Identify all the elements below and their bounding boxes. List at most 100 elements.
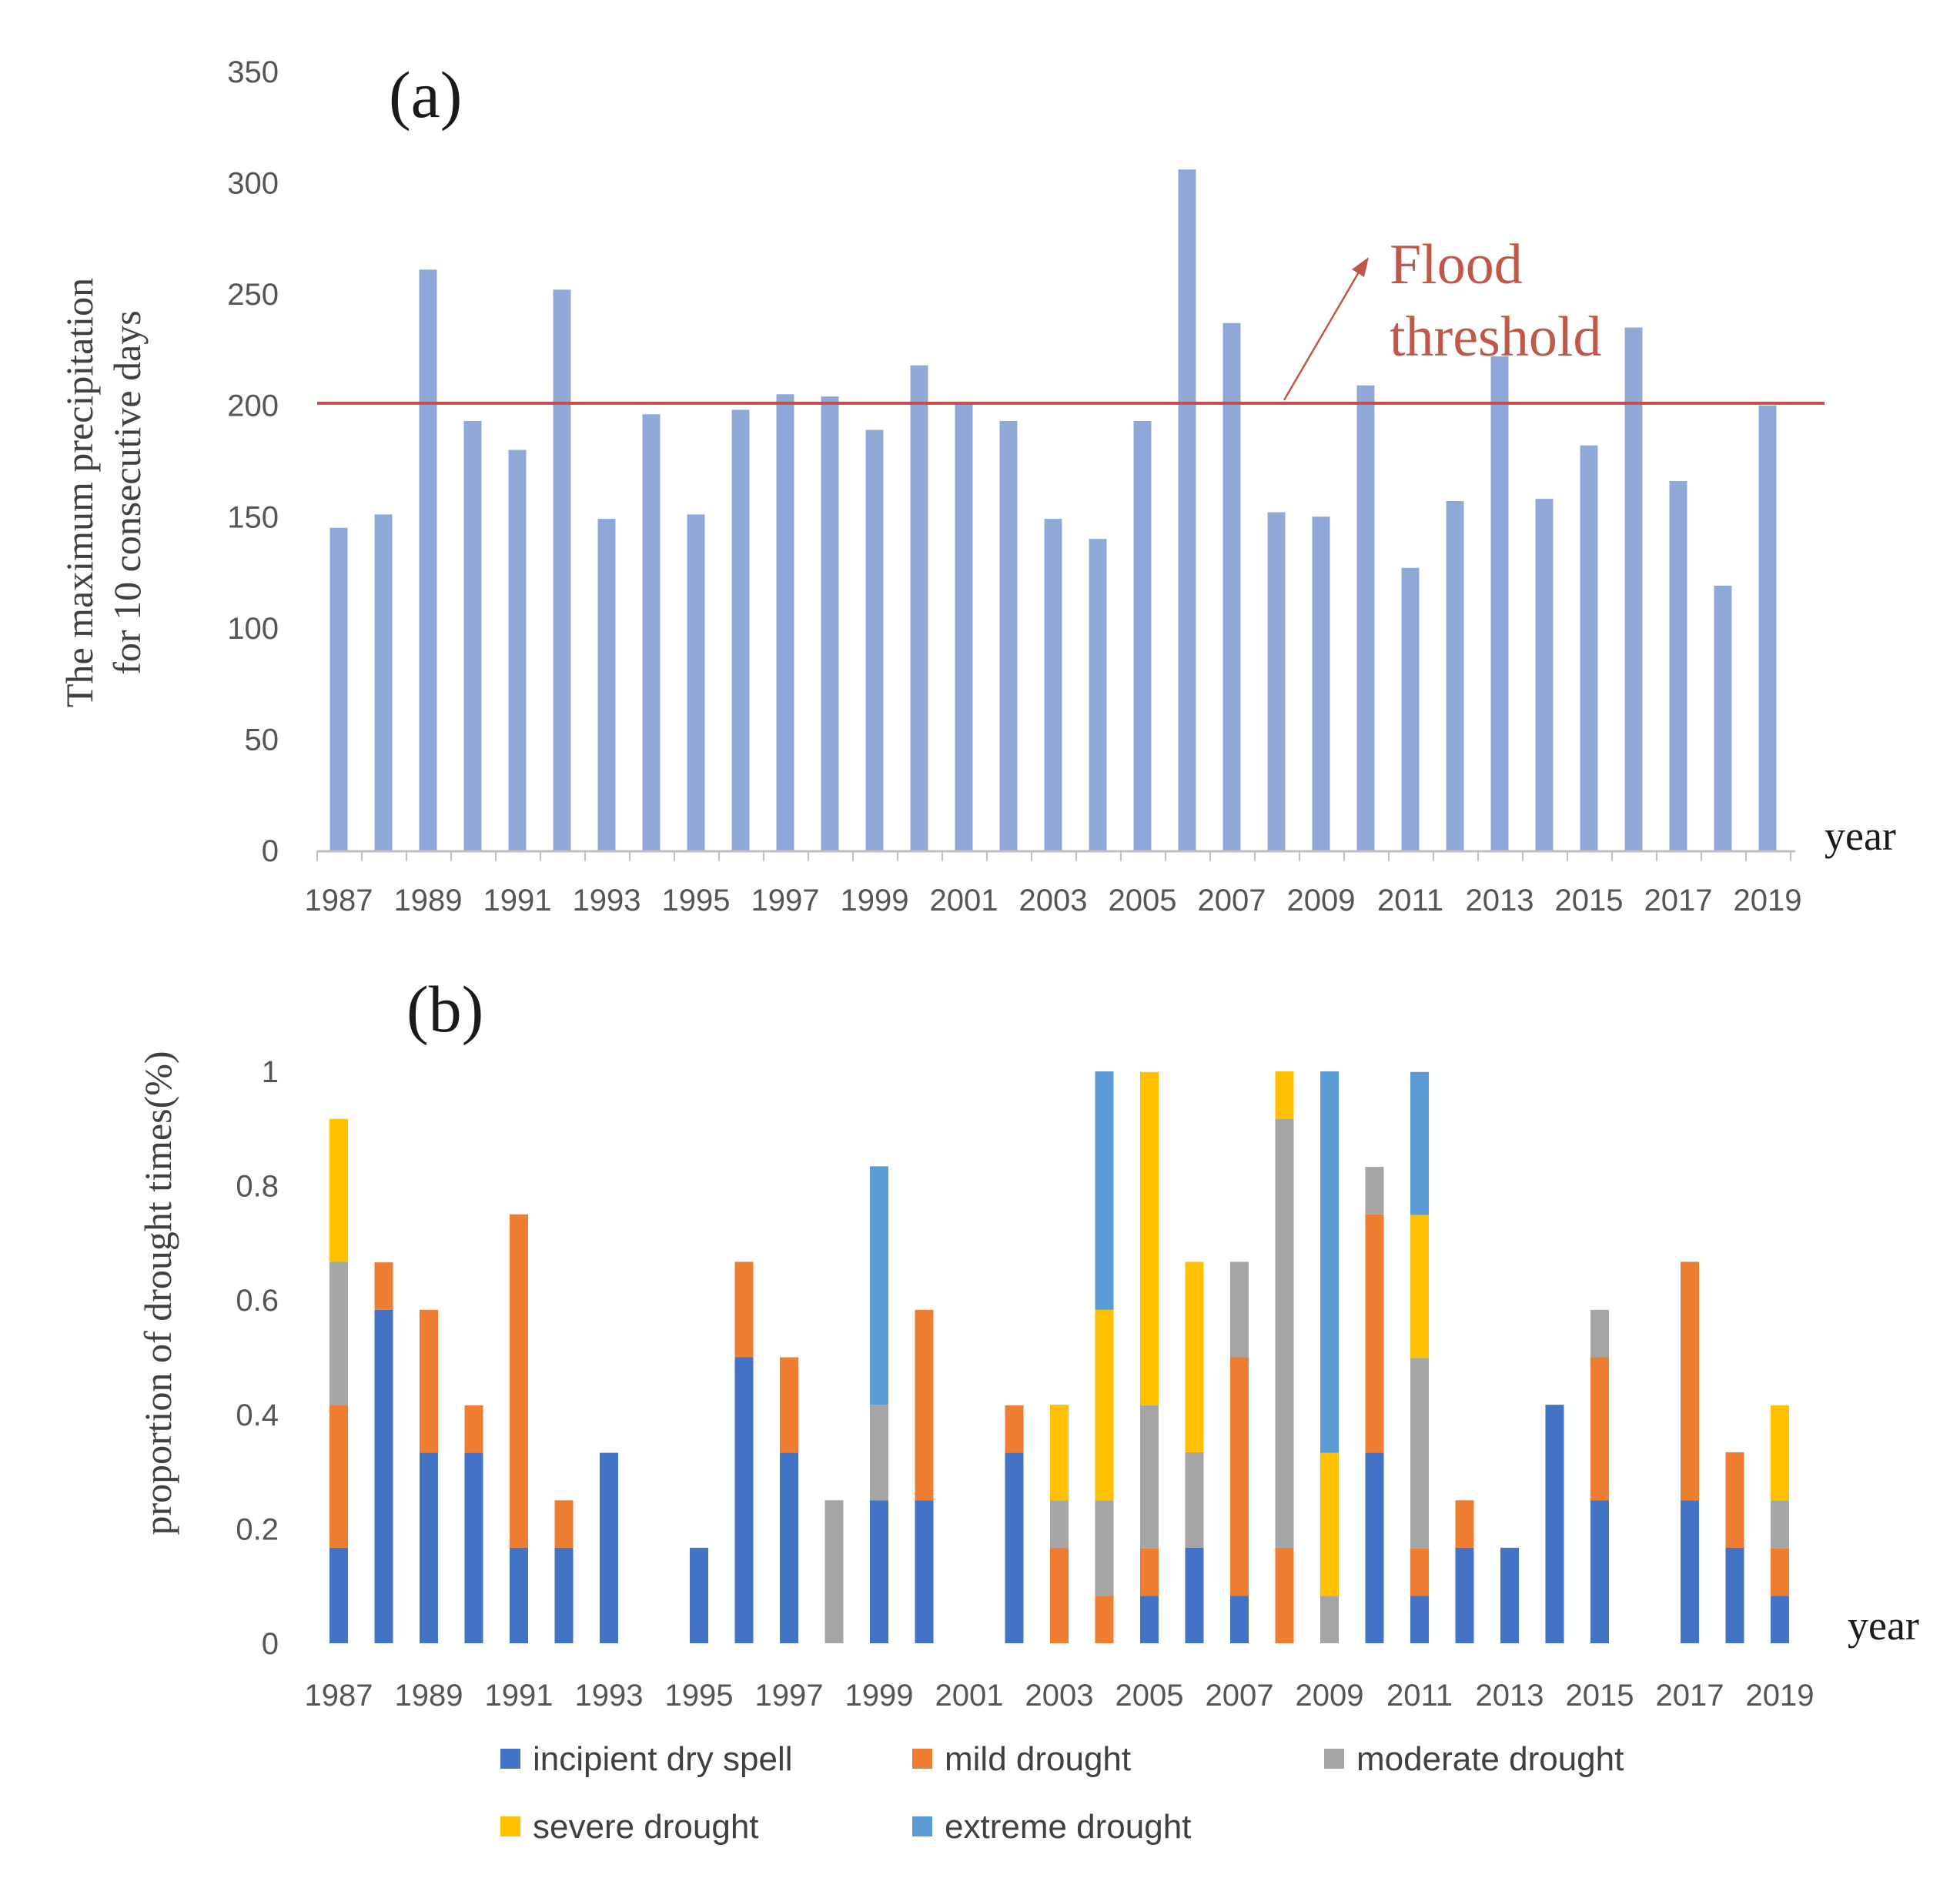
bar-segment-2015-mild-drought	[1590, 1357, 1609, 1501]
bar-2014	[1535, 499, 1554, 850]
bar-segment-2000-mild-drought	[915, 1309, 934, 1501]
panel-a-x-tick-label: 1993	[573, 884, 641, 917]
panel-a-xlabel: year	[1825, 813, 1896, 859]
bar-segment-2017-incipient-dry-spell	[1681, 1500, 1699, 1643]
panel-a-x-tick-label: 2007	[1198, 884, 1266, 917]
bar-2011	[1401, 567, 1420, 850]
legend-label-extreme-drought: extreme drought	[945, 1808, 1191, 1846]
bar-1994	[642, 414, 661, 850]
bar-segment-2012-incipient-dry-spell	[1455, 1547, 1474, 1643]
bar-1992	[553, 289, 571, 850]
panel-b-y-tick-label: 0.2	[236, 1512, 279, 1546]
bar-segment-2018-mild-drought	[1725, 1452, 1744, 1548]
bar-segment-2008-moderate-drought	[1275, 1118, 1294, 1548]
panel-b-y-tick-label: 1	[262, 1055, 279, 1089]
legend-label-incipient-dry-spell: incipient dry spell	[533, 1740, 793, 1778]
panel-a-label: (a)	[389, 58, 462, 132]
bar-2018	[1714, 585, 1732, 850]
panel-a-x-tick-label: 1991	[483, 884, 552, 917]
bar-segment-2010-incipient-dry-spell	[1365, 1452, 1384, 1643]
bar-2010	[1356, 385, 1375, 851]
bar-segment-2008-mild-drought	[1275, 1547, 1294, 1643]
bar-2019	[1758, 405, 1777, 850]
legend-label-severe-drought: severe drought	[533, 1808, 759, 1846]
bar-segment-1988-incipient-dry-spell	[374, 1309, 393, 1643]
flood-threshold-arrowhead	[1352, 257, 1369, 277]
bar-2006	[1178, 169, 1196, 851]
panel-a-x-tick-label: 1989	[394, 884, 463, 917]
bar-1990	[463, 420, 482, 850]
panel-b-ylabel: proportion of drought times(%)	[136, 1051, 179, 1535]
bar-1988	[374, 514, 393, 850]
bar-2013	[1490, 356, 1509, 850]
panel-b-x-tick-label: 2011	[1386, 1679, 1453, 1713]
panel-b-xlabel: year	[1848, 1602, 1919, 1649]
panel-a-x-tick-label: 2001	[930, 884, 998, 917]
bar-2007	[1222, 322, 1241, 850]
bar-segment-2015-incipient-dry-spell	[1590, 1500, 1609, 1643]
panel-b-x-tick-label: 1991	[485, 1679, 554, 1713]
panel-b-x-tick-label: 2015	[1566, 1679, 1634, 1713]
bar-segment-2009-moderate-drought	[1320, 1596, 1339, 1643]
bar-segment-2010-mild-drought	[1365, 1214, 1384, 1453]
bar-segment-2005-mild-drought	[1140, 1548, 1159, 1596]
panel-a-y-tick-label: 50	[245, 723, 279, 757]
panel-a-x-tick-label: 2005	[1109, 884, 1177, 917]
panel-a-y-tick-label: 200	[227, 389, 279, 423]
bar-segment-1997-mild-drought	[780, 1357, 798, 1453]
panel-a-y-tick-label: 350	[227, 55, 279, 89]
bar-segment-1999-moderate-drought	[870, 1405, 888, 1501]
legend-label-mild-drought: mild drought	[945, 1740, 1131, 1778]
bar-segment-2003-severe-drought	[1050, 1405, 1069, 1501]
bar-segment-2006-severe-drought	[1185, 1261, 1204, 1452]
bar-segment-2007-incipient-dry-spell	[1230, 1596, 1249, 1643]
panel-a-x-tick-label: 2013	[1466, 884, 1534, 917]
panel-b-x-tick-label: 1999	[845, 1679, 914, 1713]
bar-segment-2019-mild-drought	[1771, 1548, 1789, 1596]
bar-segment-1993-incipient-dry-spell	[600, 1452, 618, 1643]
flood-label-line1: Flood	[1390, 233, 1523, 296]
panel-b-y-tick-label: 0	[262, 1627, 279, 1661]
legend-swatch-moderate-drought	[1324, 1749, 1344, 1769]
bar-segment-2005-severe-drought	[1140, 1071, 1159, 1405]
panel-b-x-tick-label: 2017	[1656, 1679, 1724, 1713]
bar-segment-2007-mild-drought	[1230, 1357, 1249, 1596]
panel-b-x-tick-labels: 1987 1989 1991 1993 1995 1997 1999 2001 2003 2005…	[305, 1679, 1815, 1713]
bar-segment-1987-incipient-dry-spell	[329, 1547, 348, 1643]
bar-segment-1997-incipient-dry-spell	[780, 1452, 798, 1643]
panel-a-x-tick-label: 2003	[1019, 884, 1088, 917]
bar-2002	[999, 420, 1018, 850]
panel-b-x-tick-label: 1993	[575, 1679, 644, 1713]
bar-segment-2011-moderate-drought	[1410, 1358, 1429, 1549]
bar-segment-2008-severe-drought	[1275, 1071, 1294, 1119]
bar-1999	[865, 429, 884, 850]
bar-segment-2002-mild-drought	[1005, 1405, 1024, 1453]
bar-segment-1995-incipient-dry-spell	[690, 1547, 708, 1643]
panel-a-y-tick-label: 100	[227, 612, 279, 646]
bar-1995	[687, 514, 705, 850]
panel-b-y-ticks: 0 0.2 0.4 0.6 0.8 1	[236, 1055, 279, 1661]
bar-2003	[1044, 519, 1062, 850]
bar-segment-2014-incipient-dry-spell	[1545, 1405, 1564, 1643]
bar-1987	[329, 527, 348, 850]
bar-segment-2011-severe-drought	[1410, 1215, 1429, 1358]
bar-2008	[1267, 512, 1286, 850]
bar-segment-2019-severe-drought	[1771, 1405, 1789, 1501]
bar-segment-1987-mild-drought	[329, 1405, 348, 1548]
panel-a-x-tick-label: 2017	[1644, 884, 1713, 917]
panel-a-x-tick-label: 2009	[1287, 884, 1356, 917]
panel-b-x-tick-label: 2007	[1206, 1679, 1274, 1713]
panel-a-y-tick-label: 300	[227, 167, 279, 201]
panel-b-legend: incipient dry spell mild drought moderate …	[500, 1740, 1624, 1846]
bar-segment-1998-moderate-drought	[824, 1500, 844, 1643]
panel-b-x-tick-label: 2013	[1476, 1679, 1544, 1713]
panel-b-x-tick-label: 1997	[755, 1679, 824, 1713]
bar-segment-1992-mild-drought	[554, 1500, 574, 1548]
bar-segment-2018-incipient-dry-spell	[1725, 1547, 1744, 1643]
bar-2016	[1624, 327, 1643, 850]
bar-1997	[776, 394, 794, 850]
bar-segment-1992-incipient-dry-spell	[554, 1547, 574, 1643]
panel-a-x-tick-label: 2019	[1734, 884, 1802, 917]
legend-swatch-severe-drought	[500, 1816, 520, 1836]
panel-b-x-tick-label: 2003	[1025, 1679, 1094, 1713]
